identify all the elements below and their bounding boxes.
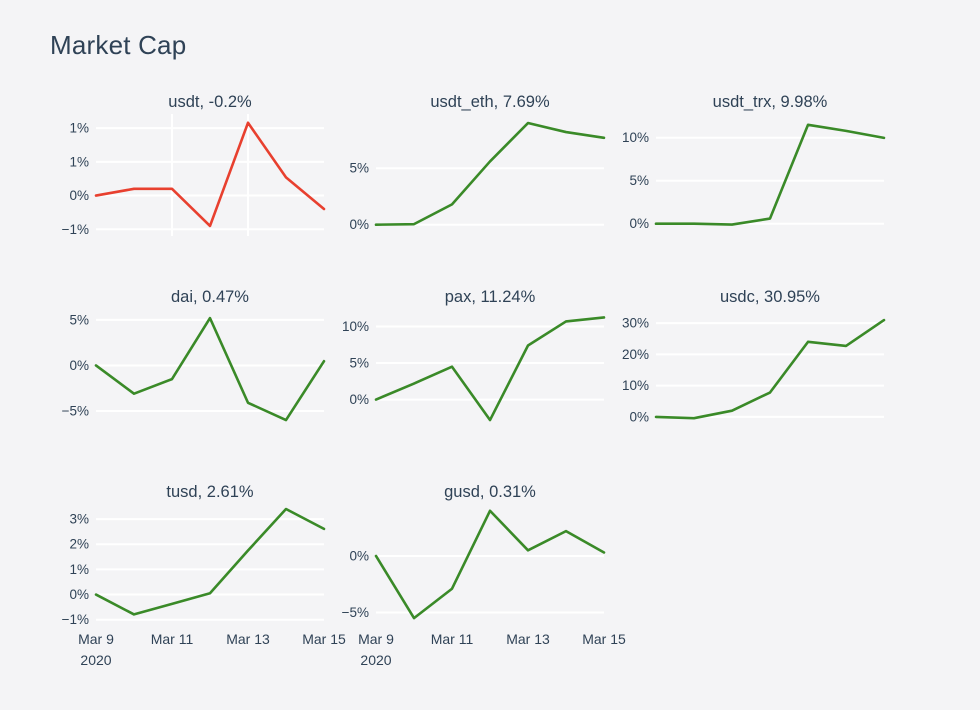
- y-tick-label: 10%: [622, 130, 649, 145]
- chart-title-usdt_eth: usdt_eth, 7.69%: [430, 93, 550, 111]
- y-tick-label: 0%: [629, 216, 649, 231]
- x-tick-label: Mar 15: [302, 631, 346, 647]
- chart-dai-plot[interactable]: 5% 0% −5%: [50, 309, 326, 431]
- x-tick-label: Mar 13: [506, 631, 550, 647]
- chart-title-usdt_trx: usdt_trx, 9.98%: [712, 93, 828, 111]
- y-tick-label: 5%: [69, 312, 89, 327]
- trend-line-usdt_trx: [654, 123, 886, 226]
- y-tick-label: 0%: [69, 358, 89, 373]
- y-tick-label: 5%: [349, 161, 369, 176]
- y-tick-label: 1%: [69, 562, 89, 577]
- y-tick-label: 5%: [349, 356, 369, 371]
- y-tick-label: 30%: [622, 316, 649, 331]
- x-tick-label: Mar 15: [582, 631, 626, 647]
- chart-cell-dai: dai, 0.47% 5% 0% −5%: [50, 287, 326, 431]
- trend-line-tusd: [94, 507, 326, 616]
- chart-title-pax: pax, 11.24%: [444, 288, 536, 306]
- chart-cell-usdc: usdc, 30.95% 30% 20% 10% 0%: [610, 287, 886, 431]
- charts-grid: usdt, -0.2% 1% 1% 0% −1% usdt_eth, 7.69% 5% 0% u…: [50, 92, 980, 674]
- y-tick-label: 0%: [69, 188, 89, 203]
- chart-gusd-plot[interactable]: 0% −5% Mar 9 2020 Mar 11 Mar 13 Mar 15: [330, 504, 626, 674]
- page-title: Market Cap: [50, 30, 187, 60]
- chart-usdt-plot[interactable]: 1% 1% 0% −1%: [50, 114, 326, 237]
- y-tick-label: 0%: [629, 409, 649, 424]
- chart-usdt_eth-plot[interactable]: 5% 0%: [330, 114, 606, 236]
- chart-pax-plot[interactable]: 10% 5% 0%: [330, 309, 606, 431]
- y-tick-label: 2%: [69, 537, 89, 552]
- chart-title-gusd: gusd, 0.31%: [444, 483, 536, 501]
- x-tick-label: Mar 9: [358, 631, 394, 647]
- y-tick-label: 3%: [69, 512, 89, 527]
- y-tick-label: −5%: [342, 605, 369, 620]
- trend-line-usdt_eth: [374, 121, 606, 227]
- chart-title-usdt: usdt, -0.2%: [168, 93, 252, 111]
- y-tick-label: 10%: [622, 378, 649, 393]
- y-tick-label: 5%: [629, 173, 649, 188]
- y-tick-label: −5%: [62, 403, 89, 418]
- y-tick-label: 0%: [349, 392, 369, 407]
- chart-cell-usdt: usdt, -0.2% 1% 1% 0% −1%: [50, 92, 326, 237]
- chart-cell-gusd: gusd, 0.31% 0% −5% Mar 9 2020 Mar 11 Mar 13 Mar…: [330, 482, 626, 674]
- chart-cell-usdt_trx: usdt_trx, 9.98% 10% 5% 0%: [610, 92, 886, 236]
- x-tick-year-label: 2020: [360, 652, 391, 668]
- chart-usdt_trx-plot[interactable]: 10% 5% 0%: [610, 114, 886, 236]
- chart-tusd-plot[interactable]: 3% 2% 1% 0% −1% Mar 9 2020 Mar 11 Mar 13 Mar 15: [50, 504, 346, 674]
- y-tick-label: −1%: [62, 222, 89, 237]
- x-tick-label: Mar 11: [151, 631, 194, 647]
- trend-line-gusd: [374, 509, 606, 620]
- y-tick-label: 10%: [342, 319, 369, 334]
- x-tick-year-label: 2020: [80, 652, 111, 668]
- y-tick-label: 0%: [349, 217, 369, 232]
- chart-title-usdc: usdc, 30.95%: [720, 288, 820, 306]
- chart-cell-pax: pax, 11.24% 10% 5% 0%: [330, 287, 606, 431]
- chart-cell-tusd: tusd, 2.61% 3% 2% 1% 0% −1% Mar 9 2020 Mar 11 Mar…: [50, 482, 346, 674]
- x-tick-label: Mar 13: [226, 631, 270, 647]
- y-tick-label: 0%: [349, 548, 369, 563]
- x-tick-label: Mar 11: [431, 631, 474, 647]
- y-tick-label: 1%: [69, 121, 89, 136]
- trend-line-usdc: [654, 318, 886, 420]
- x-tick-label: Mar 9: [78, 631, 114, 647]
- chart-usdc-plot[interactable]: 30% 20% 10% 0%: [610, 309, 886, 431]
- y-tick-label: −1%: [62, 612, 89, 627]
- chart-title-dai: dai, 0.47%: [171, 288, 249, 306]
- chart-title-tusd: tusd, 2.61%: [166, 483, 254, 501]
- y-tick-label: 20%: [622, 347, 649, 362]
- chart-cell-usdt_eth: usdt_eth, 7.69% 5% 0%: [330, 92, 606, 236]
- trend-line-dai: [94, 316, 326, 422]
- y-tick-label: 1%: [69, 154, 89, 169]
- trend-line-pax: [374, 316, 606, 422]
- y-tick-label: 0%: [69, 587, 89, 602]
- trend-line-usdt: [94, 121, 326, 228]
